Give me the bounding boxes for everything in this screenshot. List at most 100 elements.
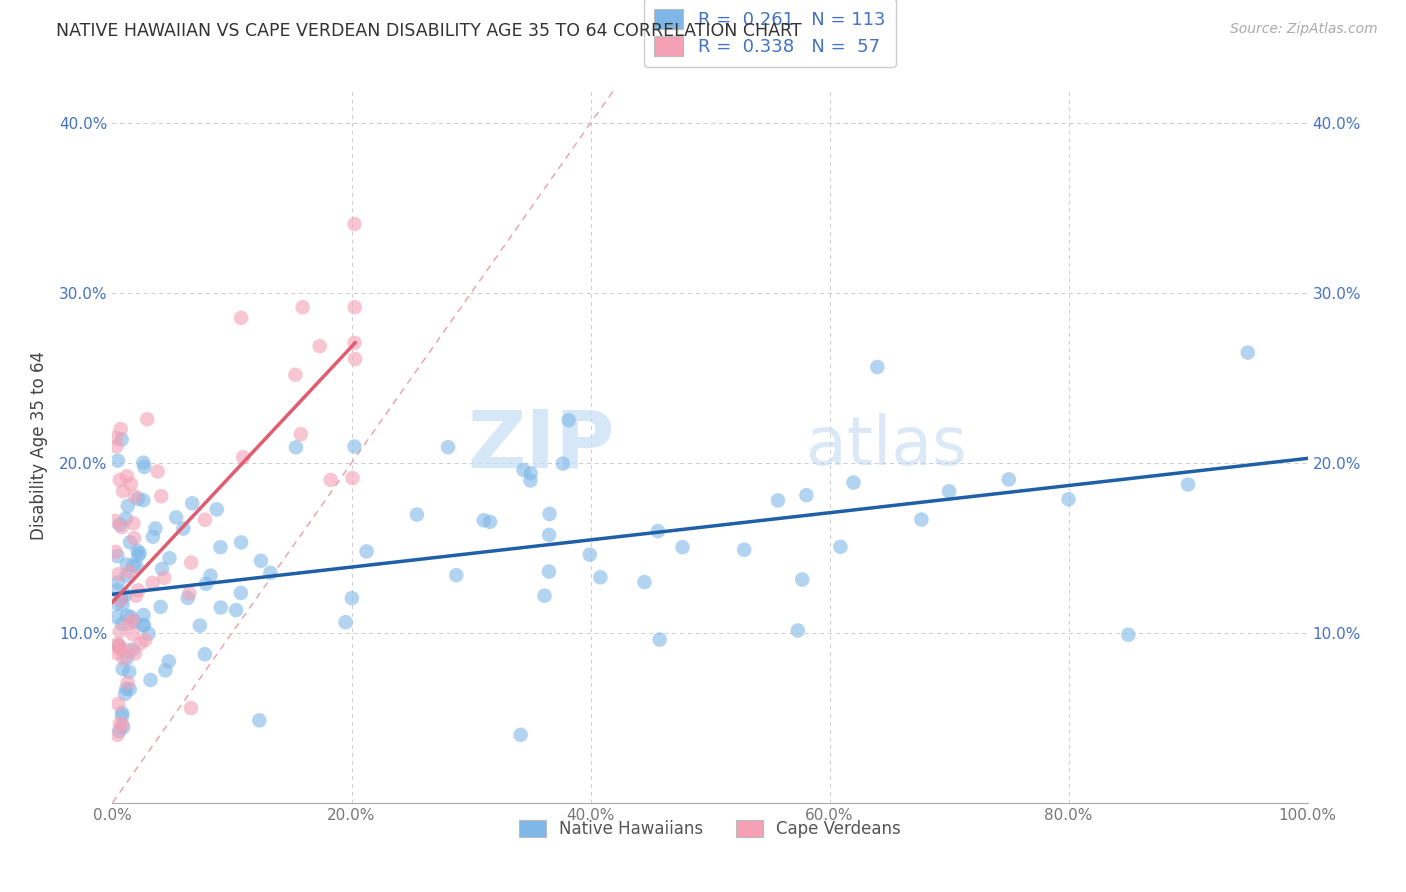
- Point: [115, 651, 138, 665]
- Point: [136, 412, 159, 426]
- Point: [111, 520, 134, 534]
- Point: [538, 528, 561, 542]
- Point: [938, 484, 960, 499]
- Point: [118, 682, 141, 697]
- Point: [150, 562, 173, 576]
- Point: [112, 651, 135, 665]
- Point: [194, 513, 217, 527]
- Point: [108, 724, 131, 739]
- Point: [155, 664, 177, 678]
- Point: [344, 351, 367, 366]
- Point: [343, 217, 366, 231]
- Point: [159, 551, 181, 566]
- Point: [179, 586, 201, 600]
- Point: [111, 433, 134, 447]
- Point: [181, 496, 204, 510]
- Point: [121, 613, 143, 627]
- Point: [107, 453, 129, 467]
- Point: [121, 627, 143, 641]
- Point: [291, 300, 314, 314]
- Point: [107, 549, 129, 563]
- Point: [105, 646, 128, 660]
- Point: [796, 488, 818, 502]
- Point: [141, 575, 163, 590]
- Point: [115, 608, 138, 623]
- Point: [225, 603, 247, 617]
- Point: [132, 618, 155, 632]
- Point: [356, 544, 378, 558]
- Point: [115, 511, 138, 525]
- Point: [105, 439, 128, 453]
- Point: [1057, 492, 1080, 507]
- Point: [446, 568, 468, 582]
- Text: Source: ZipAtlas.com: Source: ZipAtlas.com: [1230, 22, 1378, 37]
- Point: [842, 475, 865, 490]
- Point: [648, 632, 671, 647]
- Point: [105, 583, 128, 598]
- Point: [122, 516, 145, 531]
- Point: [866, 359, 889, 374]
- Point: [122, 615, 145, 629]
- Point: [146, 465, 169, 479]
- Point: [538, 507, 561, 521]
- Point: [519, 474, 541, 488]
- Point: [115, 681, 138, 696]
- Point: [122, 558, 145, 572]
- Point: [180, 556, 202, 570]
- Point: [232, 450, 254, 465]
- Point: [139, 673, 162, 687]
- Point: [188, 618, 211, 632]
- Point: [108, 642, 131, 657]
- Point: [118, 665, 141, 679]
- Point: [153, 571, 176, 585]
- Point: [786, 624, 808, 638]
- Point: [124, 489, 146, 503]
- Point: [112, 484, 135, 499]
- Point: [247, 714, 270, 728]
- Point: [1118, 628, 1140, 642]
- Point: [107, 637, 129, 651]
- Point: [122, 531, 145, 545]
- Point: [108, 640, 131, 654]
- Point: [127, 491, 149, 506]
- Point: [107, 575, 129, 590]
- Point: [647, 524, 669, 538]
- Point: [108, 517, 131, 532]
- Point: [110, 592, 132, 607]
- Point: [537, 565, 560, 579]
- Point: [104, 430, 127, 444]
- Point: [107, 728, 129, 742]
- Point: [118, 565, 141, 579]
- Point: [998, 472, 1021, 486]
- Point: [114, 588, 136, 602]
- Point: [343, 300, 366, 314]
- Point: [172, 522, 194, 536]
- Point: [108, 473, 131, 487]
- Point: [111, 617, 134, 632]
- Point: [1177, 477, 1199, 491]
- Point: [319, 473, 342, 487]
- Point: [229, 310, 252, 325]
- Point: [115, 558, 138, 572]
- Point: [200, 568, 222, 582]
- Point: [343, 440, 366, 454]
- Point: [479, 515, 502, 529]
- Point: [195, 577, 218, 591]
- Point: [343, 335, 366, 350]
- Point: [110, 592, 132, 607]
- Point: [259, 566, 281, 580]
- Point: [114, 687, 136, 701]
- Point: [115, 568, 138, 582]
- Point: [509, 728, 531, 742]
- Point: [551, 457, 574, 471]
- Point: [104, 545, 127, 559]
- Text: ZIP: ZIP: [467, 407, 614, 485]
- Point: [150, 489, 173, 503]
- Point: [115, 469, 138, 483]
- Point: [145, 521, 167, 535]
- Point: [1237, 345, 1260, 359]
- Point: [340, 591, 363, 606]
- Point: [406, 508, 429, 522]
- Point: [111, 662, 134, 676]
- Point: [117, 616, 139, 631]
